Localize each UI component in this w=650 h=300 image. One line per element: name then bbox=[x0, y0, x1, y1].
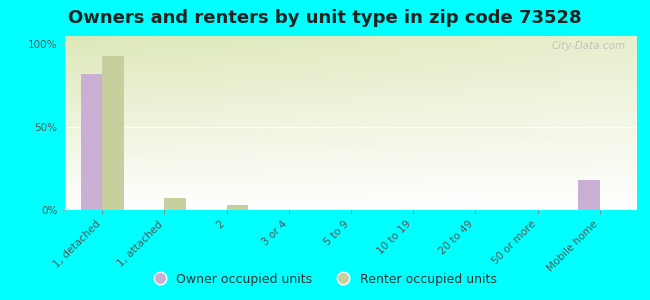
Bar bbox=[81, 74, 102, 210]
Bar bbox=[578, 180, 600, 210]
Bar bbox=[227, 205, 248, 210]
Bar bbox=[102, 56, 124, 210]
Text: City-Data.com: City-Data.com bbox=[551, 41, 625, 51]
Bar bbox=[164, 198, 187, 210]
Text: Owners and renters by unit type in zip code 73528: Owners and renters by unit type in zip c… bbox=[68, 9, 582, 27]
Legend: Owner occupied units, Renter occupied units: Owner occupied units, Renter occupied un… bbox=[148, 268, 502, 291]
